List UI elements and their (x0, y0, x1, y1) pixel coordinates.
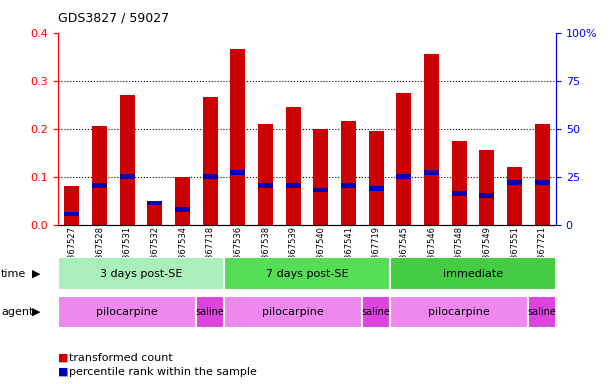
Bar (397, 174, 411, 179)
Bar (368, 186, 384, 191)
Bar (285, 107, 301, 225)
Bar (507, 180, 522, 185)
Bar (147, 201, 163, 205)
Bar (175, 207, 190, 212)
Text: agent: agent (1, 307, 34, 317)
Bar (390, 296, 529, 328)
Bar (64, 186, 79, 225)
Bar (479, 194, 494, 198)
Bar (341, 121, 356, 225)
Text: ▶: ▶ (32, 268, 40, 279)
Bar (529, 296, 556, 328)
Bar (452, 141, 467, 225)
Bar (313, 188, 329, 192)
Text: time: time (1, 268, 26, 279)
Bar (362, 296, 390, 328)
Text: pilocarpine: pilocarpine (97, 307, 158, 317)
Text: immediate: immediate (443, 268, 503, 279)
Bar (230, 50, 246, 225)
Bar (368, 131, 384, 225)
Text: 7 days post-SE: 7 days post-SE (266, 268, 348, 279)
Bar (147, 201, 163, 225)
Text: ▶: ▶ (32, 307, 40, 317)
Bar (285, 183, 301, 188)
Bar (203, 174, 218, 179)
Text: ■: ■ (58, 353, 72, 363)
Bar (196, 296, 224, 328)
Bar (92, 183, 107, 188)
Text: ■: ■ (58, 367, 72, 377)
Bar (535, 180, 550, 185)
Bar (341, 183, 356, 188)
Bar (203, 98, 218, 225)
Text: percentile rank within the sample: percentile rank within the sample (69, 367, 257, 377)
Bar (224, 257, 390, 290)
Text: saline: saline (362, 307, 390, 317)
Bar (58, 296, 196, 328)
Bar (424, 54, 439, 225)
Bar (424, 170, 439, 175)
Bar (258, 124, 273, 225)
Text: GDS3827 / 59027: GDS3827 / 59027 (58, 12, 169, 25)
Text: saline: saline (528, 307, 557, 317)
Text: transformed count: transformed count (69, 353, 173, 363)
Bar (175, 177, 190, 225)
Bar (535, 124, 550, 225)
Bar (64, 212, 79, 217)
Text: saline: saline (196, 307, 225, 317)
Bar (258, 183, 273, 188)
Text: 3 days post-SE: 3 days post-SE (100, 268, 182, 279)
Bar (120, 95, 135, 225)
Bar (92, 126, 107, 225)
Bar (390, 257, 556, 290)
Bar (507, 167, 522, 225)
Bar (452, 191, 467, 196)
Bar (58, 257, 224, 290)
Text: pilocarpine: pilocarpine (428, 307, 490, 317)
Bar (120, 174, 135, 179)
Bar (397, 93, 411, 225)
Bar (230, 170, 246, 175)
Text: pilocarpine: pilocarpine (262, 307, 324, 317)
Bar (479, 150, 494, 225)
Bar (313, 129, 329, 225)
Bar (224, 296, 362, 328)
